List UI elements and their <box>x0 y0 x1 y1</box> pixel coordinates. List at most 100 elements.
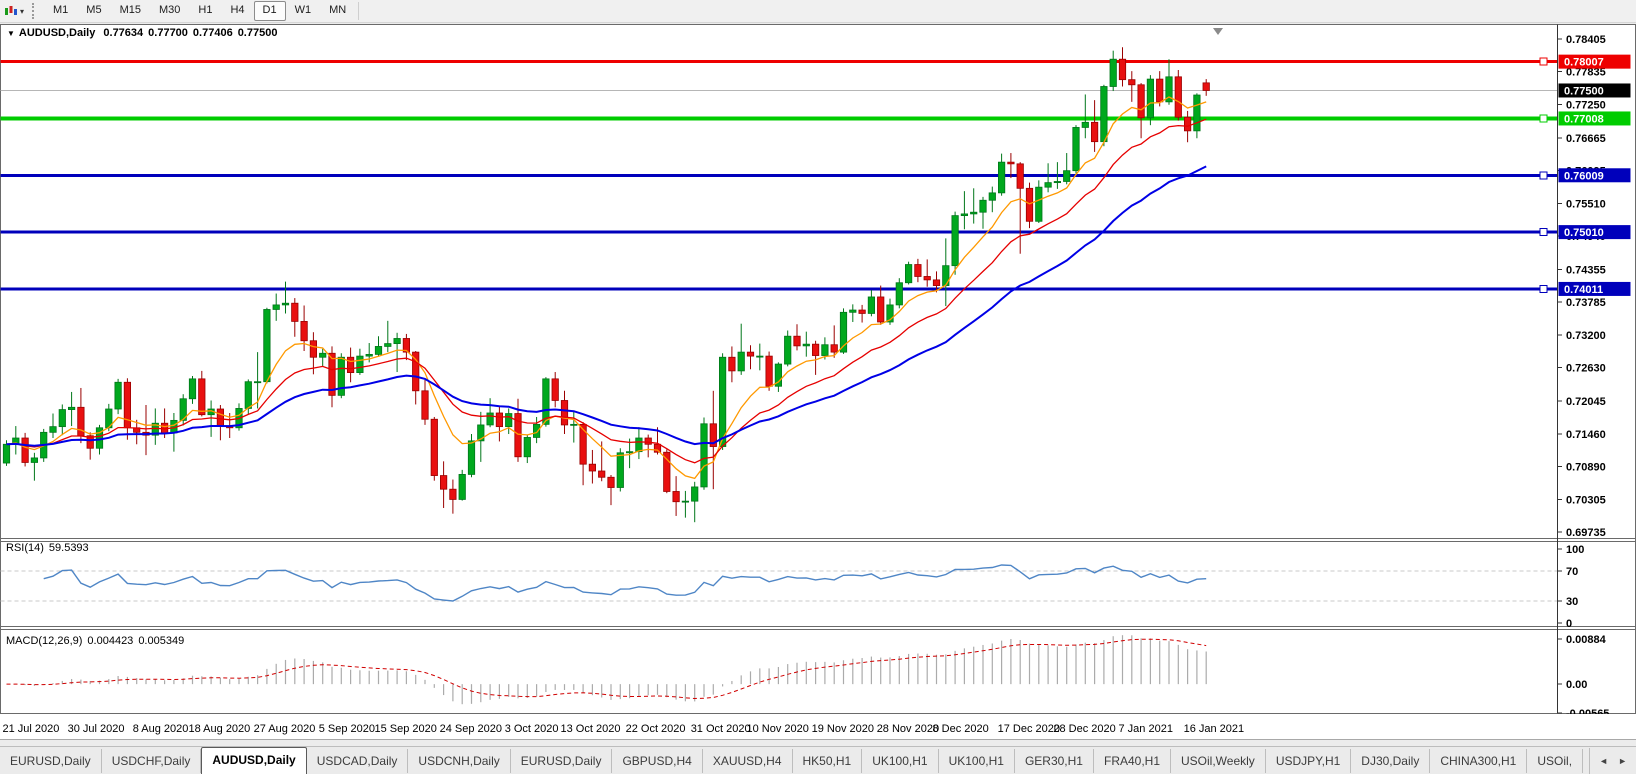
ohlc-close: 0.77500 <box>237 27 278 39</box>
rsi-label: RSI(14) <box>6 542 44 554</box>
date-label: 10 Nov 2020 <box>746 723 809 735</box>
chart-tab-xauusd-h4-7[interactable]: XAUUSD,H4 <box>703 749 793 773</box>
date-label: 28 Dec 2020 <box>1053 723 1116 735</box>
chart-tab-hk50-h1-8[interactable]: HK50,H1 <box>793 749 863 773</box>
chart-tab-bar: EURUSD,Daily USDCHF,Daily AUDUSD,Daily USDC… <box>0 746 1636 774</box>
chart-tab-usdcnh-daily-4[interactable]: USDCNH,Daily <box>408 749 511 773</box>
price-badge <box>1558 83 1631 98</box>
rsi-tick: 100 <box>1566 544 1584 556</box>
hline-handle-0.76009[interactable] <box>1539 171 1548 180</box>
rsi-pane <box>0 564 1557 602</box>
mini-candles-icon <box>5 6 17 15</box>
ohlc-high: 0.77700 <box>148 27 188 39</box>
price-tick: 0.78405 <box>1566 34 1606 46</box>
time-axis[interactable]: 21 Jul 2020 30 Jul 2020 8 Aug 2020 18 Aug 2… <box>0 714 1636 740</box>
date-label: 17 Dec 2020 <box>997 723 1060 735</box>
timeframe-button-h1[interactable]: H1 <box>198 4 213 16</box>
price-badge <box>1558 168 1631 183</box>
chart-tab-fra40-h1-12[interactable]: FRA40,H1 <box>1094 749 1172 773</box>
timeframe-button-d1[interactable]: D1 <box>253 1 286 21</box>
price-badge <box>1558 111 1631 126</box>
macd-tick: 0.00884 <box>1566 634 1607 646</box>
toolbar-separator <box>358 2 360 20</box>
chart-symbol-period: AUDUSD,Daily <box>18 27 96 39</box>
chart-tab-usdchf-daily-1[interactable]: USDCHF,Daily <box>102 749 202 773</box>
macd-signal-line <box>6 638 1207 700</box>
date-label: 18 Aug 2020 <box>188 723 251 735</box>
chart-shift-marker-icon[interactable] <box>1213 28 1223 35</box>
chart-tab-eurusd-daily-0[interactable]: EURUSD,Daily <box>0 749 102 773</box>
date-label: 3 Oct 2020 <box>504 723 559 735</box>
hline-handle-0.74011[interactable] <box>1539 284 1548 293</box>
timeframe-button-m30[interactable]: M30 <box>158 4 181 16</box>
price-tick: 0.75510 <box>1566 199 1606 211</box>
macd-tick: 0.00 <box>1566 679 1587 691</box>
chart-tab-dj30-daily-15[interactable]: DJ30,Daily <box>1351 749 1431 773</box>
hline-handle-0.78007[interactable] <box>1539 57 1548 66</box>
timeframe-button-w1[interactable]: W1 <box>294 4 312 16</box>
chart-window: 0.784050.778350.772500.766650.760950.755… <box>0 22 1636 714</box>
price-tick: 0.76665 <box>1566 133 1606 145</box>
date-label: 5 Sep 2020 <box>318 723 375 735</box>
macd-value-main: 0.004423 <box>87 635 134 647</box>
chart-tab-audusd-daily-2[interactable]: AUDUSD,Daily <box>201 747 307 774</box>
date-label: 15 Sep 2020 <box>374 723 437 735</box>
dropdown-caret-icon[interactable]: ▾ <box>20 6 25 16</box>
chart-tab-usoil-weekly-13[interactable]: USOil,Weekly <box>1171 749 1266 773</box>
price-tick: 0.73785 <box>1566 297 1606 309</box>
chart-tab-uk100-h1-10[interactable]: UK100,H1 <box>939 749 1015 773</box>
timeframe-button-mn[interactable]: MN <box>329 4 347 16</box>
chart-tab-eurusd-daily-5[interactable]: EURUSD,Daily <box>511 749 613 773</box>
rsi-tick: 30 <box>1566 596 1578 608</box>
macd-pane <box>6 635 1207 705</box>
toolbar-drag-handle[interactable] <box>32 3 38 19</box>
date-label: 21 Jul 2020 <box>2 723 60 735</box>
chart-menu-caret-icon[interactable]: ▼ <box>7 29 15 38</box>
timeframe-button-m5[interactable]: M5 <box>86 4 102 16</box>
chart-tab-china300-h1-16[interactable]: CHINA300,H1 <box>1430 749 1528 773</box>
rsi-value: 59.5393 <box>48 542 89 554</box>
date-label: 24 Sep 2020 <box>439 723 502 735</box>
price-badge-text: 0.75010 <box>1564 227 1604 239</box>
chart-tab-uk100-h1-9[interactable]: UK100,H1 <box>862 749 939 773</box>
price-tick: 0.74355 <box>1566 264 1606 276</box>
timeframe-button-m1[interactable]: M1 <box>53 4 69 16</box>
tab-scroll-buttons: ◄ ► <box>1589 748 1636 774</box>
date-label: 30 Jul 2020 <box>67 723 125 735</box>
date-label: 7 Jan 2021 <box>1118 723 1173 735</box>
price-badge-text: 0.76009 <box>1564 170 1604 182</box>
rsi-line <box>43 564 1207 602</box>
rsi-tick: 0 <box>1566 618 1572 630</box>
date-label: 31 Oct 2020 <box>690 723 751 735</box>
ma-mid <box>6 118 1207 464</box>
chart-tab-usdcad-daily-3[interactable]: USDCAD,Daily <box>307 749 409 773</box>
date-label: 27 Aug 2020 <box>253 723 316 735</box>
timeframe-buttons: M1 M5 M15 M30 H1 H4 D1 W1 MN <box>44 1 355 21</box>
ohlc-low: 0.77406 <box>192 27 233 39</box>
price-tick: 0.72045 <box>1566 396 1606 408</box>
ohlc-open: 0.77634 <box>103 27 144 39</box>
tab-scroll-left-icon[interactable]: ◄ <box>1599 756 1609 766</box>
chart-tab-usoil-17[interactable]: USOil, <box>1527 749 1584 773</box>
tab-scroll-right-icon[interactable]: ► <box>1618 756 1627 766</box>
price-tick: 0.71460 <box>1566 429 1606 441</box>
rsi-tick: 70 <box>1566 566 1578 578</box>
price-tick: 0.77835 <box>1566 66 1606 78</box>
hline-handle-0.77008[interactable] <box>1539 114 1548 123</box>
timeframe-button-h4[interactable]: H4 <box>230 4 245 16</box>
price-tick: 0.77250 <box>1566 100 1606 112</box>
date-label: 16 Jan 2021 <box>1183 723 1245 735</box>
chart-canvas[interactable]: 0.784050.778350.772500.766650.760950.755… <box>0 22 1636 714</box>
price-axis: 0.784050.778350.772500.766650.760950.755… <box>1557 24 1631 714</box>
date-label: 28 Nov 2020 <box>876 723 940 735</box>
timeframe-button-m15[interactable]: M15 <box>119 4 141 16</box>
chart-indicator-icon[interactable] <box>3 3 19 19</box>
chart-tab-gbpusd-h4-6[interactable]: GBPUSD,H4 <box>612 749 703 773</box>
chart-tab-ger30-h1-11[interactable]: GER30,H1 <box>1015 749 1094 773</box>
hline-handle-0.75010[interactable] <box>1539 228 1548 237</box>
candles <box>2 47 1210 523</box>
toolbar: ▾ M1 M5 M15 M30 H1 H4 D1 W1 MN <box>0 0 1636 23</box>
price-tick: 0.70305 <box>1566 495 1606 507</box>
chart-tab-usdjpy-h1-14[interactable]: USDJPY,H1 <box>1266 749 1352 773</box>
